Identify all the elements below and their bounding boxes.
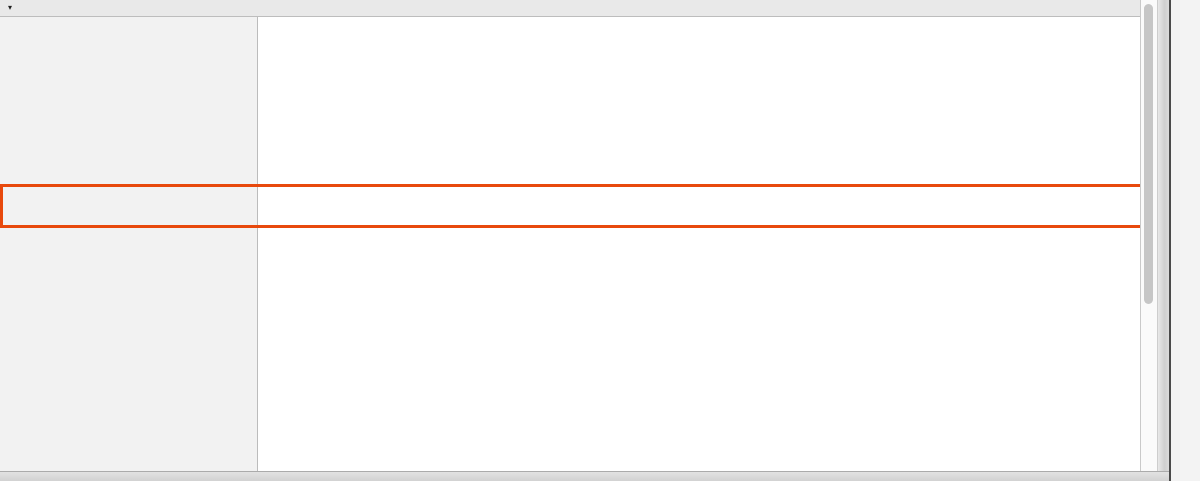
process-header[interactable]: ▾ bbox=[0, 0, 1140, 17]
track-area[interactable] bbox=[259, 17, 1140, 471]
vertical-scrollbar[interactable] bbox=[1141, 0, 1157, 471]
track-label-column bbox=[0, 17, 258, 471]
process-panel: ▾ bbox=[0, 0, 1141, 471]
collapse-arrow-icon[interactable]: ▾ bbox=[8, 3, 13, 12]
horizontal-scrollbar[interactable] bbox=[0, 471, 1200, 481]
vertical-scrollbar-thumb[interactable] bbox=[1144, 4, 1153, 304]
right-tab-bar bbox=[1169, 0, 1200, 481]
panel-divider[interactable] bbox=[1157, 0, 1170, 481]
